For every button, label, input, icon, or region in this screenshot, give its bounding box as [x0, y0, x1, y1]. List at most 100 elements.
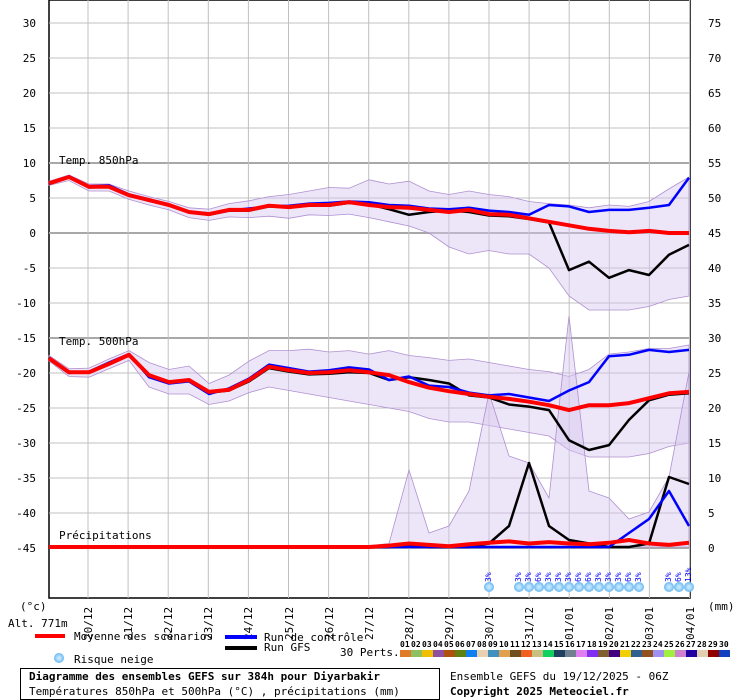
pert-number: 08 [477, 640, 487, 649]
pert-color-swatch [444, 650, 455, 657]
right-tick-label: 60 [708, 122, 721, 135]
left-tick-label: 0 [29, 227, 36, 240]
snow-risk-icon [484, 582, 494, 592]
snow-risk-pct: 6% [574, 572, 583, 582]
snow-risk-pct: 3% [514, 572, 523, 582]
pert-number: 09 [488, 640, 498, 649]
snow-risk-icon [614, 582, 624, 592]
left-tick-label: 5 [29, 192, 36, 205]
snowflake-icon [54, 653, 64, 663]
footer-subtitle: Températures 850hPa et 500hPa (°C) , pré… [29, 685, 400, 698]
pert-color-swatch [642, 650, 653, 657]
pert-number: 22 [631, 640, 641, 649]
pert-number: 05 [444, 640, 454, 649]
legend-perts-label: 30 Perts. [340, 646, 400, 659]
legend-snow-label: Risque neige [74, 653, 154, 666]
pert-number: 11 [510, 640, 520, 649]
snow-risk-icon [584, 582, 594, 592]
snow-risk-icon [574, 582, 584, 592]
panel-label-t500: Temp. 500hPa [59, 335, 138, 348]
date-tick-label: 02/01 [603, 606, 617, 640]
left-tick-label: 30 [23, 17, 36, 30]
left-tick-label: 20 [23, 87, 36, 100]
run-info: Ensemble GEFS du 19/12/2025 - 06Z [450, 670, 669, 683]
pert-number: 13 [532, 640, 542, 649]
ensemble-spread-t850 [48, 174, 690, 311]
date-tick-label: 27/12 [362, 606, 376, 640]
legend-control-label: Run de contrôle [264, 631, 364, 644]
pert-color-swatch [554, 650, 565, 657]
right-tick-label: 5 [708, 507, 715, 520]
left-tick-label: 25 [23, 52, 36, 65]
pert-color-swatch [598, 650, 609, 657]
left-tick-label: -45 [16, 542, 36, 555]
right-tick-label: 30 [708, 332, 721, 345]
date-tick-label: 03/01 [643, 606, 657, 640]
footer-title: Diagramme des ensembles GEFS sur 384h po… [29, 670, 380, 683]
pert-number: 01 [400, 640, 410, 649]
pert-color-swatch [422, 650, 433, 657]
pert-color-swatch [510, 650, 521, 657]
legend-mean-swatch [35, 634, 65, 638]
date-tick-label: 30/12 [483, 606, 496, 640]
pert-number: 23 [642, 640, 652, 649]
pert-number: 16 [565, 640, 575, 649]
pert-color-swatch [521, 650, 532, 657]
right-tick-label: 55 [708, 157, 721, 170]
date-tick-label: 29/12 [442, 606, 456, 640]
snow-risk-icon [564, 582, 574, 592]
pert-number: 12 [521, 640, 531, 649]
pert-color-swatch [565, 650, 576, 657]
date-tick-label: 04/01 [683, 606, 697, 640]
pert-color-swatch [576, 650, 587, 657]
pert-color-swatch [719, 650, 730, 657]
snow-risk-pct: 6% [624, 572, 633, 582]
plot-area [48, 0, 691, 599]
altitude-label: Alt. 771m [8, 617, 68, 630]
snow-risk-pct: 3% [614, 572, 623, 582]
pert-number: 04 [433, 640, 443, 649]
copyright: Copyright 2025 Meteociel.fr [450, 685, 629, 698]
snow-risk-icon [634, 582, 644, 592]
snow-risk-icon [624, 582, 634, 592]
snow-risk-icon [554, 582, 564, 592]
legend-gfs-swatch [225, 646, 257, 650]
snow-risk-pct: 3% [604, 572, 613, 582]
legend-mean-label: Moyenne des scénarios [74, 630, 214, 643]
snow-risk-pct: 6% [674, 572, 683, 582]
snow-risk-pct: 3% [564, 572, 573, 582]
pert-color-swatch [620, 650, 631, 657]
snow-risk-icon [524, 582, 534, 592]
pert-color-swatch [532, 650, 543, 657]
left-tick-label: -25 [16, 402, 36, 415]
right-tick-label: 20 [708, 402, 721, 415]
pert-number: 26 [675, 640, 685, 649]
left-tick-label: -35 [16, 472, 36, 485]
pert-color-swatch [411, 650, 422, 657]
pert-number: 19 [598, 640, 608, 649]
snow-risk-pct: 3% [544, 572, 553, 582]
right-tick-label: 35 [708, 297, 721, 310]
pert-color-swatch [609, 650, 620, 657]
pert-number: 03 [422, 640, 432, 649]
pert-color-swatch [455, 650, 466, 657]
mean-line-t850 [48, 175, 689, 235]
left-tick-label: 15 [23, 122, 36, 135]
left-tick-label: -10 [16, 297, 36, 310]
mean-line-t500 [47, 352, 690, 413]
snow-risk-pct: 3% [524, 572, 533, 582]
snow-risk-pct: 6% [534, 572, 543, 582]
right-tick-label: 10 [708, 472, 721, 485]
pert-color-swatch [697, 650, 708, 657]
pert-color-swatch [477, 650, 488, 657]
pert-color-swatch [433, 650, 444, 657]
legend-control-swatch [225, 635, 257, 639]
left-tick-label: -30 [16, 437, 36, 450]
pert-color-swatch [488, 650, 499, 657]
pert-number: 14 [543, 640, 553, 649]
snow-risk-icon [604, 582, 614, 592]
right-tick-label: 25 [708, 367, 721, 380]
snow-risk-icon [594, 582, 604, 592]
right-tick-label: 45 [708, 227, 721, 240]
